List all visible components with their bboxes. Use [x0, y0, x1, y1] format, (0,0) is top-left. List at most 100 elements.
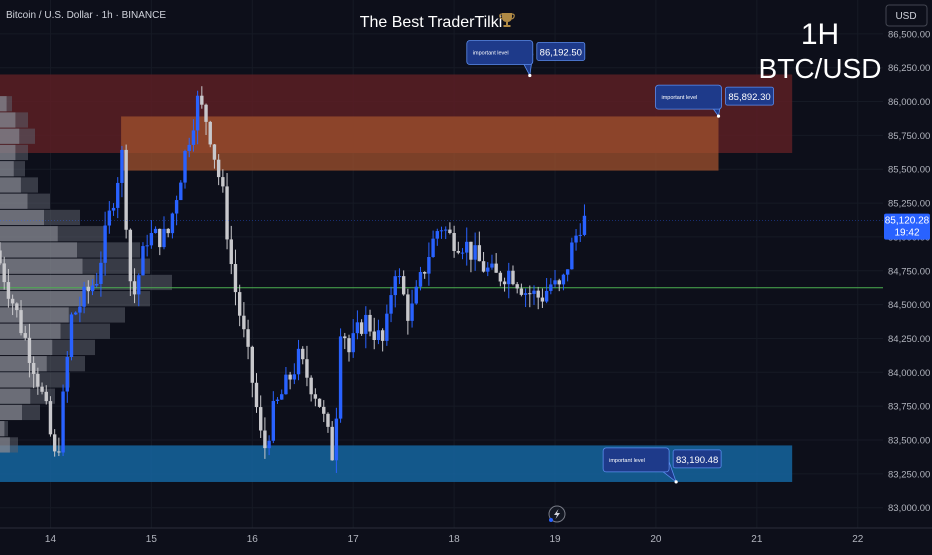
price-scale[interactable]: [883, 0, 932, 528]
profile-bar-inner: [0, 128, 20, 144]
candle-body: [208, 121, 212, 145]
profile-bar-inner: [0, 242, 77, 258]
candle-body: [111, 207, 116, 211]
candle-body: [452, 233, 456, 251]
candle-body: [486, 267, 490, 272]
candle-body: [528, 293, 532, 295]
callout-1: important level 85,892.30: [655, 84, 774, 118]
candle-body: [317, 398, 322, 407]
candle-body: [246, 329, 250, 347]
candle-body: [490, 263, 494, 268]
candle-body: [200, 95, 204, 105]
candle-body: [570, 242, 574, 270]
candle-body: [389, 295, 393, 314]
candle-body: [52, 434, 57, 452]
candle-body: [153, 228, 158, 234]
callout-box: [655, 84, 722, 110]
currency-label: USD: [895, 11, 916, 22]
candle-body: [174, 200, 179, 214]
candle-body: [507, 270, 511, 285]
candle-body: [212, 144, 217, 160]
candle-body: [292, 374, 297, 380]
candle-body: [141, 246, 145, 276]
callout-value-box: [725, 86, 774, 106]
last-price-countdown: 19:42: [894, 228, 919, 239]
candle-body: [263, 430, 267, 449]
y-tick-label: 86,500.00: [888, 29, 930, 40]
candle-body: [296, 348, 301, 375]
candle-body: [536, 290, 540, 298]
candle-body: [401, 276, 406, 295]
candle-body: [380, 330, 385, 341]
profile-bar-inner: [0, 161, 14, 177]
x-tick-label: 20: [650, 534, 662, 545]
candle-body: [498, 272, 503, 282]
callout-value: 86,192.50: [540, 47, 582, 58]
candle-body: [204, 104, 208, 122]
candle-body: [27, 337, 32, 363]
zone-1: [121, 116, 719, 171]
currency-button[interactable]: USD: [885, 4, 928, 27]
candle-body: [2, 263, 6, 283]
candle-body: [225, 186, 229, 240]
candle-body: [494, 263, 498, 273]
candle-body: [385, 313, 389, 341]
candle-body: [166, 228, 170, 234]
callout-value-box: [672, 449, 722, 469]
candle-body: [410, 303, 414, 321]
y-tick-label: 85,500.00: [888, 165, 930, 176]
profile-bar-inner: [0, 404, 22, 421]
candle-body: [36, 373, 40, 387]
candle-body: [267, 440, 271, 449]
symbol-info[interactable]: Bitcoin / U.S. Dollar · 1h · BINANCE: [6, 10, 166, 21]
candle-body: [393, 276, 397, 296]
candle-body: [162, 228, 166, 248]
candle-body: [435, 231, 439, 239]
candle-body: [544, 290, 549, 302]
callout-0: important level 86,192.50: [466, 40, 586, 78]
candle-body: [347, 338, 351, 353]
lightning-icon[interactable]: [548, 505, 566, 523]
watermark-timeframe: 1H: [801, 18, 839, 51]
x-tick-label: 22: [852, 534, 864, 545]
x-tick-label: 16: [247, 534, 259, 545]
candle-body: [465, 241, 469, 253]
candle-body: [57, 451, 61, 453]
candle-body: [145, 245, 149, 247]
candles: [0, 86, 587, 473]
callouts[interactable]: important level 86,192.50 important level 8…: [466, 40, 774, 484]
candle-body: [216, 159, 221, 178]
candle-body: [460, 252, 465, 254]
candle-body: [364, 314, 368, 334]
profile-bar-inner: [0, 388, 31, 404]
candle-body: [372, 331, 376, 340]
trophy-icon: [499, 13, 515, 27]
candle-body: [574, 235, 578, 243]
candle-body: [158, 228, 162, 248]
candle-body: [309, 377, 313, 395]
candle-body: [99, 262, 103, 284]
candle-body: [431, 238, 435, 258]
candle-body: [183, 150, 187, 183]
candle-body: [519, 288, 524, 295]
chart-title: The Best TraderTilki: [360, 14, 503, 31]
candle-body: [170, 213, 175, 234]
profile-bar-inner: [0, 258, 83, 274]
candle-body: [73, 312, 78, 315]
candle-body: [338, 336, 343, 419]
x-tick-label: 19: [549, 534, 561, 545]
candle-body: [313, 394, 318, 399]
candle-body: [355, 322, 360, 334]
x-tick-label: 14: [45, 534, 57, 545]
candle-body: [280, 394, 284, 400]
candle-body: [481, 261, 486, 272]
candle-body: [116, 182, 120, 208]
y-tick-label: 84,500.00: [888, 300, 930, 311]
callout-value: 85,892.30: [728, 92, 770, 103]
profile-bar-inner: [0, 177, 21, 193]
candle-body: [149, 233, 154, 246]
candle-body: [15, 303, 19, 311]
callout-box: [466, 40, 534, 65]
